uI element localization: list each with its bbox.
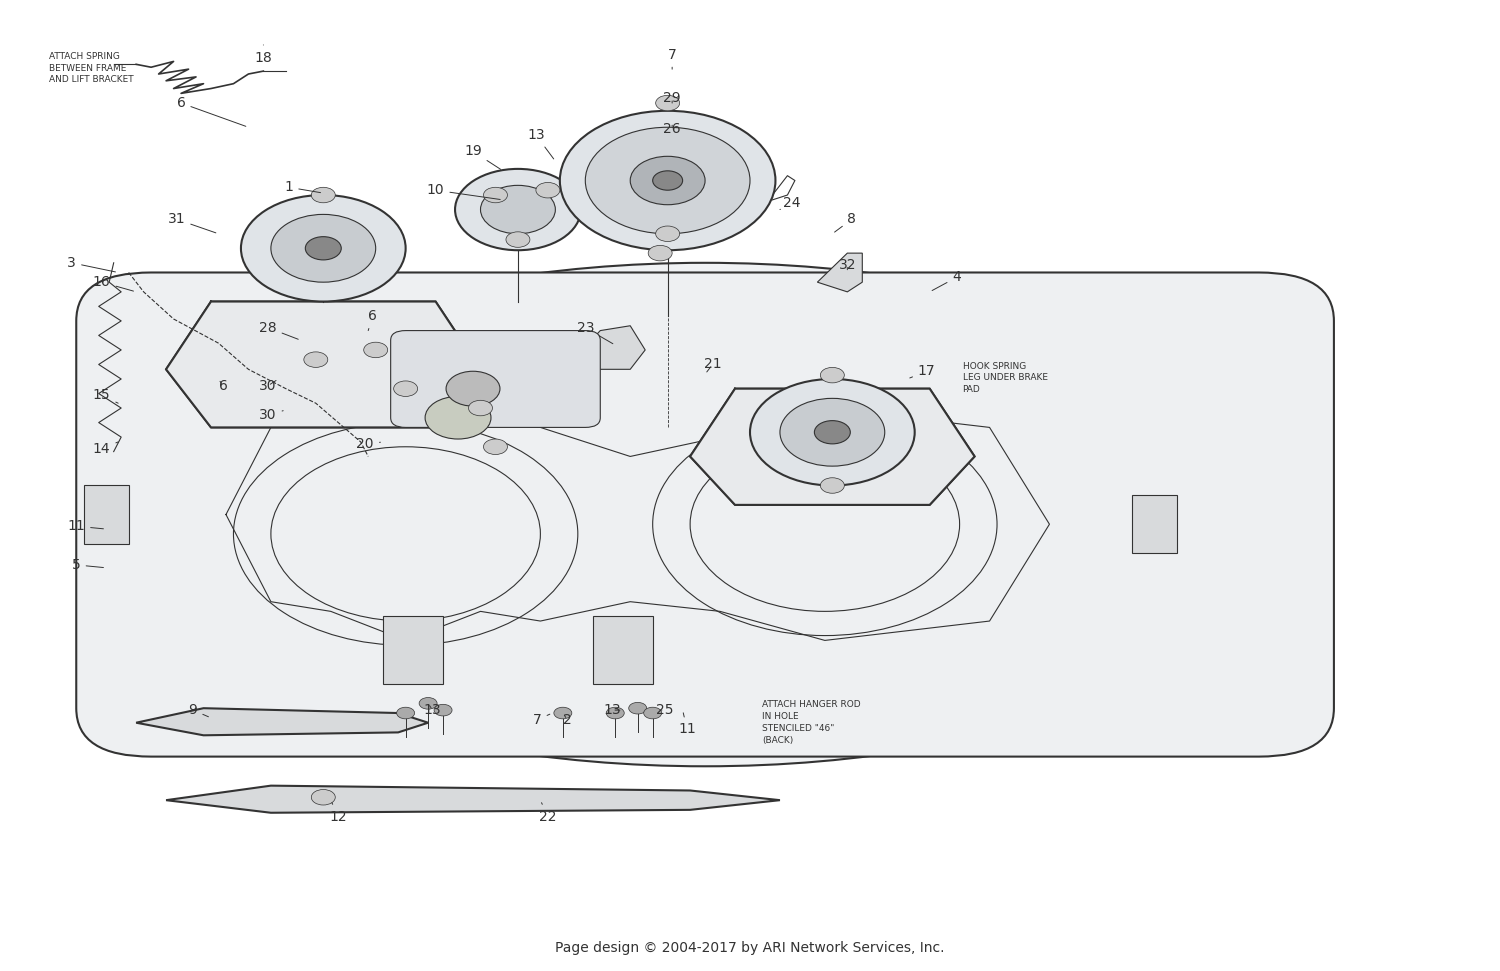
Text: HOOK SPRING
LEG UNDER BRAKE
PAD: HOOK SPRING LEG UNDER BRAKE PAD bbox=[963, 361, 1047, 394]
Text: Page design © 2004-2017 by ARI Network Services, Inc.: Page design © 2004-2017 by ARI Network S… bbox=[555, 941, 945, 955]
Circle shape bbox=[393, 381, 417, 396]
Text: 32: 32 bbox=[839, 257, 856, 272]
Text: 23: 23 bbox=[576, 320, 614, 344]
Circle shape bbox=[363, 342, 387, 357]
Text: 11: 11 bbox=[678, 713, 696, 736]
Circle shape bbox=[630, 156, 705, 205]
Circle shape bbox=[656, 95, 680, 111]
Circle shape bbox=[815, 420, 850, 444]
Text: 18: 18 bbox=[255, 45, 273, 64]
Circle shape bbox=[396, 707, 414, 719]
Text: 6: 6 bbox=[368, 309, 376, 330]
Polygon shape bbox=[690, 388, 975, 505]
Ellipse shape bbox=[122, 263, 1288, 766]
Polygon shape bbox=[166, 302, 480, 427]
Circle shape bbox=[272, 215, 375, 283]
Circle shape bbox=[821, 478, 844, 493]
Text: 30: 30 bbox=[260, 408, 284, 421]
Bar bbox=[84, 486, 129, 544]
Circle shape bbox=[536, 183, 560, 198]
Circle shape bbox=[628, 702, 646, 714]
Circle shape bbox=[780, 398, 885, 466]
Text: 13: 13 bbox=[424, 703, 441, 718]
Circle shape bbox=[585, 127, 750, 234]
Polygon shape bbox=[136, 708, 427, 735]
Text: 7: 7 bbox=[532, 713, 550, 727]
Text: 16: 16 bbox=[93, 275, 134, 291]
Circle shape bbox=[454, 169, 580, 251]
Circle shape bbox=[306, 237, 342, 260]
Text: 26: 26 bbox=[663, 122, 681, 136]
Circle shape bbox=[656, 226, 680, 242]
Text: ATTACH SPRING
BETWEEN FRAME
AND LIFT BRACKET: ATTACH SPRING BETWEEN FRAME AND LIFT BRA… bbox=[50, 51, 134, 84]
Bar bbox=[1132, 495, 1176, 553]
Circle shape bbox=[424, 396, 490, 439]
Text: 17: 17 bbox=[910, 364, 936, 379]
Circle shape bbox=[483, 187, 507, 203]
Bar bbox=[382, 617, 442, 684]
Text: 19: 19 bbox=[464, 145, 501, 169]
Text: 2: 2 bbox=[562, 713, 572, 727]
Text: 11: 11 bbox=[68, 519, 104, 533]
Circle shape bbox=[242, 195, 405, 302]
Text: 5: 5 bbox=[72, 558, 104, 572]
Circle shape bbox=[652, 171, 682, 190]
Circle shape bbox=[419, 697, 436, 709]
Text: 9: 9 bbox=[189, 703, 209, 718]
Text: 7: 7 bbox=[668, 48, 676, 69]
Text: 14: 14 bbox=[93, 442, 118, 455]
Circle shape bbox=[480, 185, 555, 234]
FancyBboxPatch shape bbox=[390, 330, 600, 427]
Text: 6: 6 bbox=[177, 96, 246, 126]
Text: 12: 12 bbox=[330, 803, 346, 823]
Text: 20: 20 bbox=[357, 437, 381, 451]
Polygon shape bbox=[578, 325, 645, 369]
Text: 30: 30 bbox=[260, 379, 276, 393]
Circle shape bbox=[312, 789, 336, 805]
Text: 13: 13 bbox=[603, 703, 621, 718]
Circle shape bbox=[506, 232, 530, 248]
Circle shape bbox=[483, 439, 507, 454]
Text: 6: 6 bbox=[219, 379, 228, 393]
Circle shape bbox=[433, 704, 451, 716]
Text: 31: 31 bbox=[168, 213, 216, 233]
Text: 24: 24 bbox=[780, 196, 801, 210]
Circle shape bbox=[821, 367, 844, 383]
Polygon shape bbox=[818, 253, 862, 292]
Circle shape bbox=[750, 379, 915, 486]
Circle shape bbox=[644, 707, 662, 719]
Circle shape bbox=[554, 707, 572, 719]
Circle shape bbox=[468, 400, 492, 416]
Text: 25: 25 bbox=[656, 703, 674, 718]
Circle shape bbox=[312, 187, 336, 203]
FancyBboxPatch shape bbox=[76, 273, 1334, 756]
Text: 4: 4 bbox=[932, 270, 962, 290]
Circle shape bbox=[560, 111, 776, 251]
Circle shape bbox=[304, 352, 328, 367]
Circle shape bbox=[648, 246, 672, 261]
Text: 21: 21 bbox=[704, 357, 722, 372]
Text: ARI: ARI bbox=[603, 391, 897, 541]
Text: 8: 8 bbox=[834, 213, 856, 232]
Text: 15: 15 bbox=[93, 388, 118, 403]
Circle shape bbox=[606, 707, 624, 719]
Text: 28: 28 bbox=[260, 320, 299, 339]
Text: 29: 29 bbox=[663, 91, 681, 105]
Text: 3: 3 bbox=[68, 255, 116, 272]
Text: ATTACH HANGER ROD
IN HOLE
STENCILED "46"
(BACK): ATTACH HANGER ROD IN HOLE STENCILED "46"… bbox=[762, 700, 861, 745]
Text: 13: 13 bbox=[526, 128, 554, 159]
Circle shape bbox=[446, 371, 500, 406]
Text: 1: 1 bbox=[285, 181, 321, 194]
Text: 22: 22 bbox=[538, 803, 556, 823]
Polygon shape bbox=[166, 786, 780, 813]
Text: 10: 10 bbox=[427, 184, 500, 199]
Bar bbox=[592, 617, 652, 684]
